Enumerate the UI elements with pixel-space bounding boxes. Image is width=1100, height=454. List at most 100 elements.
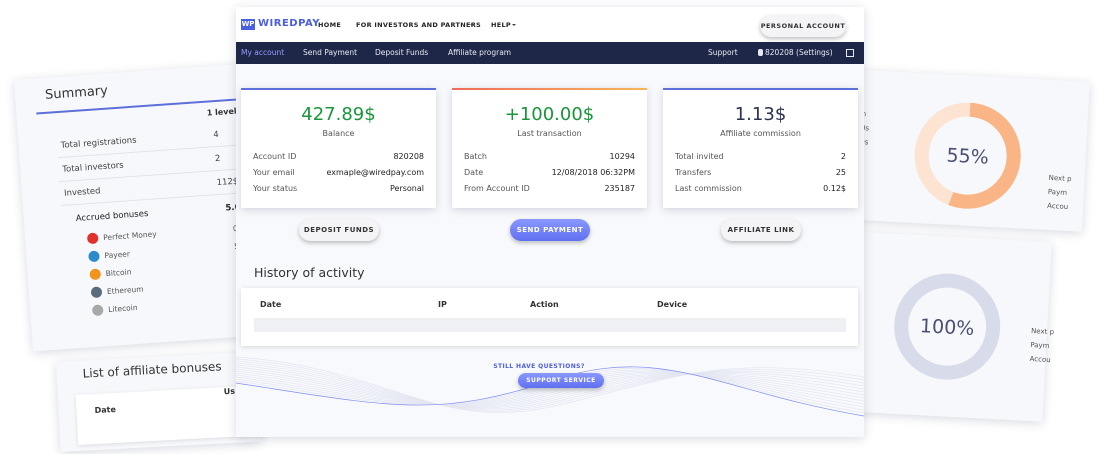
card-row-value: 2: [840, 152, 846, 161]
coin-icon: [89, 268, 102, 281]
card-row-label: Transfers: [675, 168, 712, 177]
donut: [894, 273, 1001, 380]
nav-link[interactable]: HELP: [491, 21, 511, 29]
card-amount: +100.00$: [504, 104, 595, 125]
affiliate-panel: List of affiliate bonuses Date Us: [56, 351, 269, 452]
info-card: +100.00$ Last transaction Batch 10294 Date 12…: [452, 88, 647, 208]
card-row-value: Personal: [389, 184, 424, 193]
support-button[interactable]: SUPPORT SERVICE: [518, 373, 604, 388]
table-stripe: [254, 318, 846, 332]
card-caption: Affiliate commission: [720, 129, 801, 138]
top-bar: [236, 7, 864, 42]
donut-panel: 100% Next p Paym Accou: [852, 232, 1055, 422]
card-row-label: Total invited: [675, 152, 724, 161]
donut: [914, 102, 1021, 209]
sub-bar: [236, 42, 864, 64]
bonus-name: Ethereum: [106, 284, 144, 297]
wave-line: [236, 371, 864, 406]
support-question: STILL HAVE QUESTIONS?: [493, 363, 585, 370]
bonus-name: Litecoin: [107, 302, 138, 314]
donut-panel: 55%Next pPaymAccoun0s0s: [854, 70, 1090, 232]
affiliate-title: List of affiliate bonuses: [82, 359, 222, 381]
history-title: History of activity: [254, 265, 365, 280]
card-row-label: Account ID: [253, 152, 297, 161]
nav-link[interactable]: FOR INVESTORS AND PARTNERS: [356, 21, 481, 29]
logo-mark: WP: [241, 19, 255, 30]
subnav-link[interactable]: Affiliate program: [448, 48, 512, 57]
wave-line: [236, 362, 864, 410]
card-row-label: Last commission: [675, 184, 742, 193]
coin-icon: [86, 232, 99, 245]
table-header: Date: [260, 300, 282, 309]
side-label: Next p: [1030, 326, 1055, 337]
side-label: Paym: [1030, 340, 1050, 350]
info-card: 1.13$ Affiliate commission Total invited 2 T…: [663, 88, 858, 208]
side-label: Accou: [1046, 201, 1069, 211]
card-row-value: 12/08/2018 06:32PM: [551, 168, 635, 177]
col-date: Date: [94, 404, 117, 416]
action-button[interactable]: AFFILIATE LINK: [721, 219, 801, 241]
logout-icon[interactable]: [846, 49, 854, 57]
account-button[interactable]: PERSONAL ACCOUNT: [760, 15, 846, 37]
wave-line: [236, 358, 864, 412]
subnav-link[interactable]: Send Payment: [303, 48, 358, 57]
account-link[interactable]: 820208 (Settings): [765, 48, 833, 57]
table-header: IP: [438, 300, 447, 309]
coin-icon: [88, 250, 100, 263]
row-value: 4: [212, 129, 220, 141]
logo: WIREDPAY: [258, 18, 321, 29]
coin-icon: [91, 304, 104, 317]
card-row-label: Batch: [464, 152, 487, 161]
donut-label: 100%: [919, 315, 975, 340]
row-value: 2: [214, 153, 221, 165]
nav-caret: [470, 24, 474, 28]
wave-line: [236, 372, 864, 406]
card-row-value: 25: [835, 168, 846, 177]
subnav-link[interactable]: Deposit Funds: [375, 48, 429, 57]
donut-arc: [914, 102, 1021, 209]
subnav-link[interactable]: My account: [241, 48, 285, 57]
info-card: 427.89$ Balance Account ID 820208 Your email…: [241, 88, 436, 208]
bonus-name: Perfect Money: [102, 229, 157, 243]
wave-line: [236, 364, 864, 409]
card-caption: Last transaction: [517, 129, 582, 138]
donut-label: 55%: [945, 144, 990, 169]
main-window: WP WIREDPAY HOME FOR INVESTORS AND PARTNERS…: [236, 7, 864, 437]
side-label: Paym: [1047, 187, 1068, 197]
card-row-label: Date: [464, 168, 484, 177]
card-row-value: 0.12$: [823, 184, 846, 193]
nav-link[interactable]: HOME: [318, 21, 342, 29]
user-icon: [758, 49, 763, 56]
bonuses-label: Accrued bonuses: [75, 208, 149, 225]
card-amount: 1.13$: [734, 104, 787, 125]
row-label: Total registrations: [60, 135, 137, 151]
card-caption: Balance: [322, 129, 355, 138]
history-table: [241, 288, 858, 346]
wave-background: [236, 356, 864, 417]
table-header: Action: [530, 300, 559, 309]
wave-line: [236, 360, 864, 411]
table-header: Device: [657, 300, 688, 309]
row-label: Total investors: [62, 160, 125, 175]
action-button[interactable]: DEPOSIT FUNDS: [299, 219, 379, 241]
nav-caret: [512, 24, 516, 28]
wave-line: [236, 356, 864, 414]
card-row-value: 235187: [604, 184, 635, 193]
card-amount: 427.89$: [301, 104, 376, 125]
side-label: Next p: [1048, 173, 1072, 184]
card-row-label: From Account ID: [464, 184, 530, 193]
action-button[interactable]: SEND PAYMENT: [510, 219, 590, 241]
wave-line: [236, 366, 864, 408]
bonus-name: Bitcoin: [105, 267, 132, 279]
side-label: Accou: [1029, 354, 1051, 365]
wave-line: [236, 370, 864, 406]
card-row-label: Your status: [253, 184, 298, 193]
donut-ring: [894, 273, 1001, 380]
wave-line: [236, 368, 864, 407]
bonus-name: Payeer: [104, 249, 131, 261]
card-row-value: 10294: [609, 152, 635, 161]
summary-title: Summary: [44, 83, 109, 103]
support-link[interactable]: Support: [708, 48, 738, 57]
